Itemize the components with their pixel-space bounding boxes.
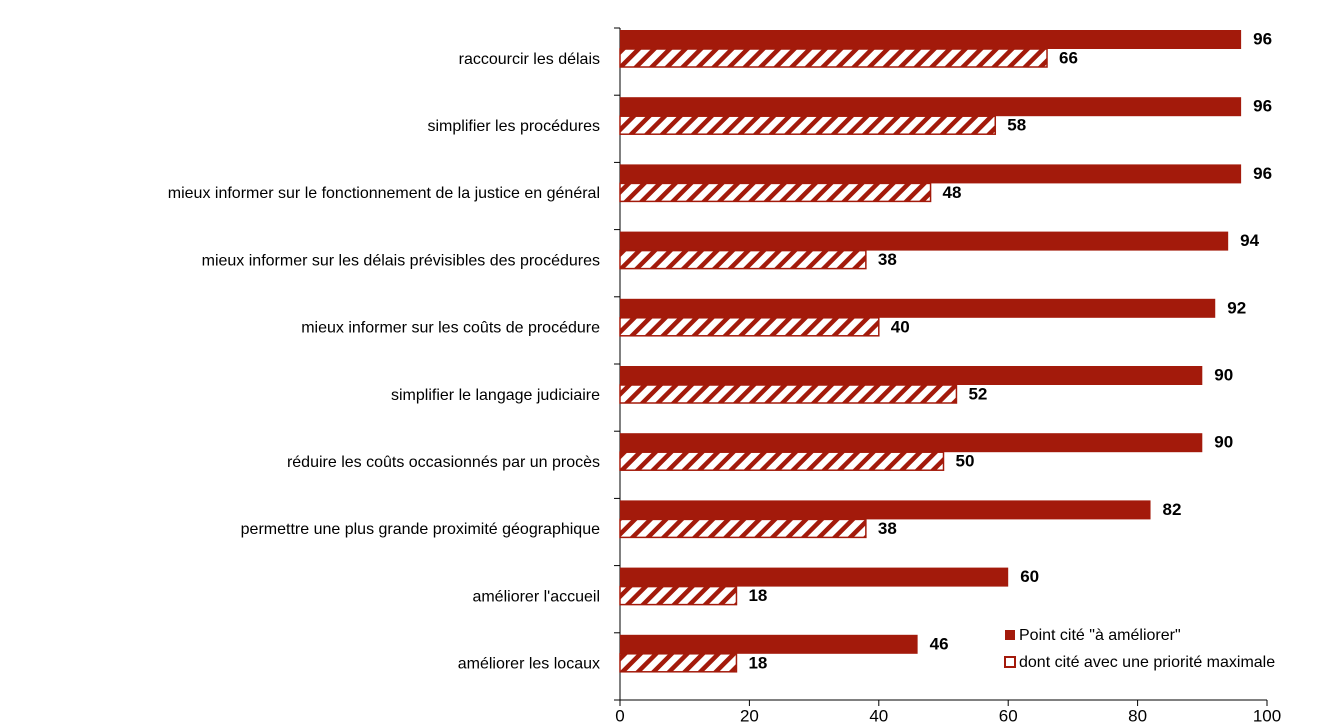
bar <box>620 30 1242 49</box>
bar <box>620 433 1203 453</box>
bar <box>619 518 867 539</box>
bar <box>620 567 1009 587</box>
bar <box>620 298 1216 318</box>
value-label: 60 <box>1020 567 1039 586</box>
bar <box>619 317 880 337</box>
value-label: 90 <box>1214 365 1233 384</box>
y-tick-label: simplifier les procédures <box>427 118 600 135</box>
bar <box>619 249 867 270</box>
value-label: 48 <box>943 183 962 202</box>
y-tick-label: réduire les coûts occasionnés par un pro… <box>287 454 600 471</box>
legend-swatch <box>1005 630 1015 640</box>
bar <box>620 500 1151 520</box>
bar <box>619 585 738 606</box>
value-label: 18 <box>748 586 767 605</box>
legend-swatch <box>1004 656 1016 668</box>
value-label: 94 <box>1240 231 1259 250</box>
value-label: 90 <box>1214 433 1233 452</box>
value-label: 92 <box>1227 298 1246 317</box>
y-tick-label: mieux informer sur le fonctionnement de … <box>168 185 600 202</box>
value-label: 96 <box>1253 164 1272 183</box>
bar <box>620 231 1229 251</box>
value-label: 82 <box>1163 500 1182 519</box>
value-label: 18 <box>748 653 767 672</box>
x-tick-label: 40 <box>869 706 888 725</box>
x-tick-label: 100 <box>1253 706 1281 725</box>
value-label: 38 <box>878 519 897 538</box>
value-label: 46 <box>930 634 949 653</box>
y-tick-label: améliorer les locaux <box>458 656 600 673</box>
bar <box>620 164 1242 184</box>
bar <box>620 366 1203 385</box>
value-label: 50 <box>956 452 975 471</box>
value-label: 96 <box>1253 29 1272 48</box>
value-label: 66 <box>1059 48 1078 67</box>
bar <box>619 48 1048 68</box>
value-label: 58 <box>1007 116 1026 135</box>
value-label: 38 <box>878 250 897 269</box>
legend-label: dont cité avec une priorité maximale <box>1019 654 1275 671</box>
y-tick-label: simplifier le langage judiciaire <box>391 387 600 404</box>
bar <box>620 97 1242 117</box>
value-label: 52 <box>968 384 987 403</box>
bar <box>619 115 997 135</box>
legend-label: Point cité "à améliorer" <box>1019 627 1181 644</box>
bar <box>619 182 932 203</box>
y-tick-label: permettre une plus grande proximité géog… <box>241 521 600 538</box>
bar <box>619 451 945 471</box>
value-label: 96 <box>1253 97 1272 116</box>
x-tick-label: 80 <box>1128 706 1147 725</box>
y-tick-label: mieux informer sur les délais prévisible… <box>202 252 600 269</box>
bar <box>619 653 738 673</box>
y-tick-label: raccourcir les délais <box>459 51 600 68</box>
bar <box>619 384 958 404</box>
bar <box>620 634 918 654</box>
y-tick-label: mieux informer sur les coûts de procédur… <box>301 320 600 337</box>
x-tick-label: 60 <box>999 706 1018 725</box>
value-label: 40 <box>891 317 910 336</box>
y-tick-label: améliorer l'accueil <box>472 588 600 605</box>
x-tick-label: 0 <box>615 706 624 725</box>
x-tick-label: 20 <box>740 706 759 725</box>
